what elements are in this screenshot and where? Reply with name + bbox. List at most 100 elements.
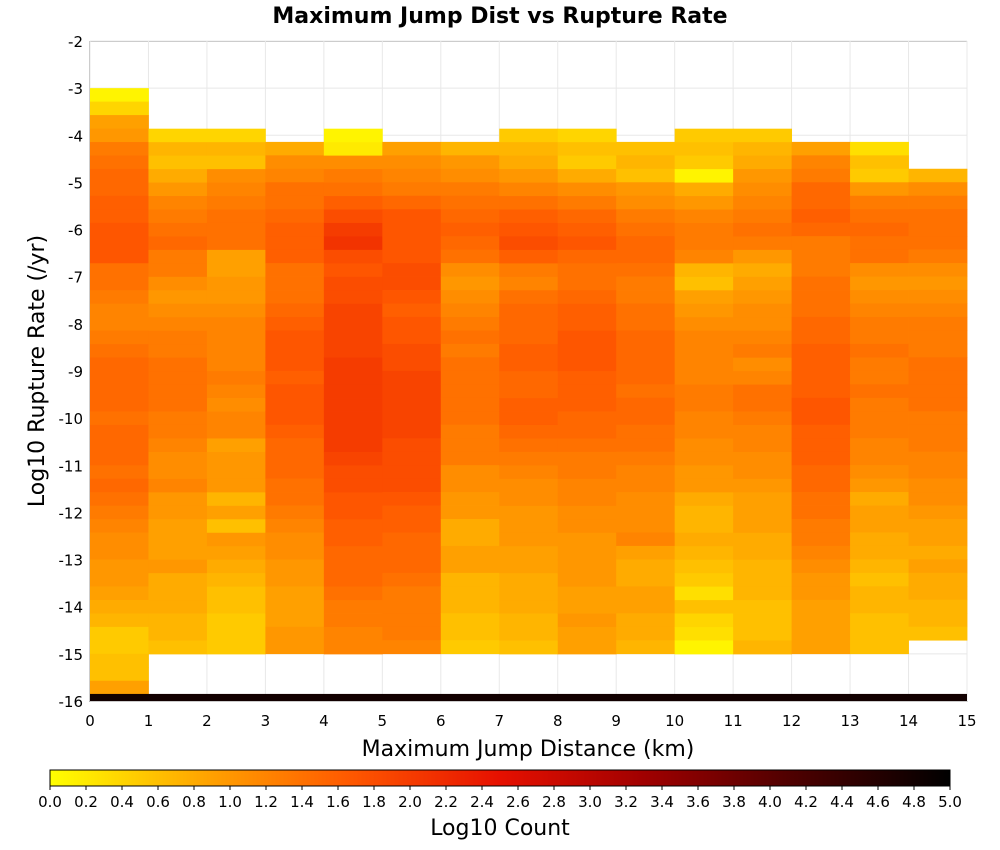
y-axis-label: Log10 Rupture Rate (/yr) [25,235,50,507]
heatmap-cell [557,290,617,305]
heatmap-cell [382,465,442,480]
heatmap-cell [850,613,909,628]
heatmap-cell [90,276,149,291]
heatmap-cell [265,451,325,466]
heatmap-cell [850,384,909,399]
heatmap-cell [148,209,208,224]
heatmap-cell [557,303,617,318]
heatmap-cell [90,653,149,668]
heatmap-cell [557,263,617,278]
heatmap-cell [791,182,851,197]
heatmap-cell [148,640,208,655]
heatmap-cell [674,276,734,291]
heatmap-cell [382,451,442,466]
x-tick-label: 9 [611,712,621,730]
colorbar-tick-label: 1.6 [326,793,350,811]
heatmap-cell [440,263,500,277]
heatmap-cell [265,613,325,628]
heatmap-cell [206,411,266,426]
heatmap-cell [265,478,325,493]
heatmap-cell [499,290,559,305]
heatmap-cell [557,532,617,547]
heatmap-cell [148,546,208,561]
heatmap-cell [616,222,676,237]
heatmap-cell [733,519,792,534]
heatmap-cell [90,667,149,682]
heatmap-cell [90,680,149,695]
heatmap-cell [791,640,851,655]
heatmap-cell [908,222,968,237]
heatmap-cell [674,398,734,412]
heatmap-cell [733,222,792,237]
heatmap-cell [674,303,734,318]
heatmap-cell [148,411,208,426]
heatmap-cell [90,155,149,170]
heatmap-cell [90,236,149,251]
heatmap-cell [791,249,851,264]
heatmap-cell [148,438,208,453]
colorbar-tick-label: 0.4 [110,793,134,811]
heatmap-cell [499,627,559,641]
heatmap-cell [616,559,676,574]
heatmap-cell [499,586,559,601]
heatmap-cell [265,316,325,331]
colorbar-tick-label: 2.8 [542,793,566,811]
heatmap-cell [908,168,968,183]
heatmap-cell [791,384,851,399]
heatmap-cell [616,316,676,331]
heatmap-cell [90,599,149,614]
heatmap-cell [557,222,617,237]
y-tick-label: -2 [68,33,83,51]
heatmap-cell [791,330,851,345]
heatmap-cell [791,505,851,520]
x-tick-label: 14 [899,712,918,730]
heatmap-cell [206,438,266,453]
y-tick-label: -14 [59,599,84,617]
heatmap-cell [733,465,792,480]
y-tick-label: -16 [59,693,84,711]
heatmap-cell [148,600,208,614]
colorbar-tick-label: 4.6 [866,793,890,811]
heatmap-cell [499,182,559,197]
heatmap-cell [850,532,909,547]
heatmap-cell [733,209,792,224]
heatmap-cell [440,182,500,197]
heatmap-cell [206,222,266,237]
heatmap-cell [499,196,559,210]
heatmap-cell [148,384,208,399]
heatmap-cell [265,384,325,399]
heatmap-cell [557,478,617,493]
heatmap-cell [908,626,968,641]
heatmap-cell [382,397,442,412]
heatmap-cell [791,141,851,156]
heatmap-cell [90,411,149,426]
heatmap-cell [323,371,383,385]
heatmap-cell [90,290,149,305]
heatmap-cell [908,424,968,439]
heatmap-cell [440,357,500,372]
colorbar-tick-label: 4.8 [902,793,926,811]
colorbar-tick-label: 1.2 [254,793,278,811]
colorbar-tick-label: 3.4 [650,793,674,811]
heatmap-cell [323,424,383,439]
heatmap-cell [148,424,208,439]
heatmap-cell [382,613,442,628]
heatmap-cell [557,492,617,507]
heatmap-cell [206,209,266,224]
heatmap-cell [90,505,149,520]
heatmap-cell [265,222,325,237]
heatmap-cell [148,492,208,507]
heatmap-cell [908,384,968,399]
heatmap-cell [382,168,442,183]
heatmap-cell [499,600,559,614]
heatmap-cell [382,330,442,345]
heatmap-cell [148,573,208,588]
heatmap-cell [323,519,383,534]
heatmap-cell [557,128,617,143]
heatmap-cells [90,88,968,701]
heatmap-cell [90,182,149,197]
heatmap-cell [323,573,383,588]
heatmap-cell [908,343,968,358]
heatmap-cell [557,519,617,534]
colorbar-tick-label: 4.2 [794,793,818,811]
